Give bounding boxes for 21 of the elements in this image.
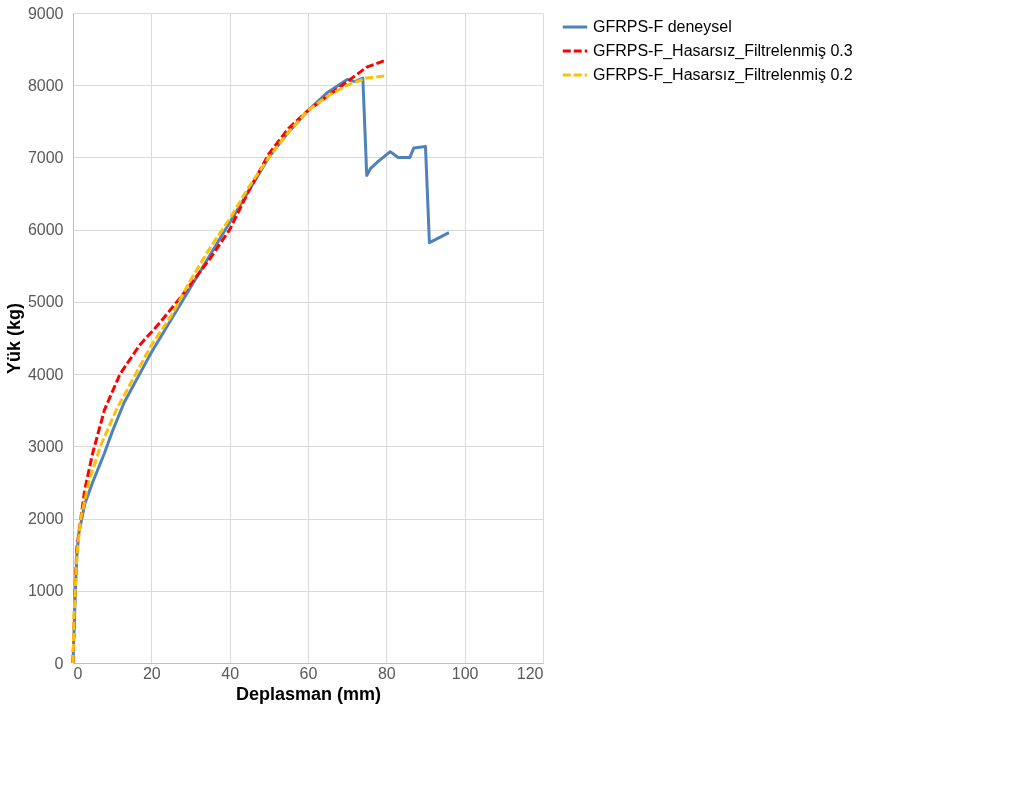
y-tick-label: 2000 [27,510,64,528]
legend-label: GFRPS-F_Hasarsız_Filtrelenmiş 0.2 [593,66,853,84]
x-axis-title: Deplasman (mm) [235,683,382,704]
x-tick-label: 80 [377,664,396,682]
y-tick-label: 9000 [27,4,64,22]
x-tick-label: 120 [516,664,544,682]
legend-label: GFRPS-F_Hasarsız_Filtrelenmiş 0.3 [593,42,853,60]
y-tick-label: 7000 [27,148,64,166]
y-tick-label: 5000 [27,293,64,311]
y-tick-label: 6000 [27,221,64,239]
x-tick-label: 40 [221,664,240,682]
x-tick-label: 20 [142,664,161,682]
x-tick-label: 100 [451,664,479,682]
y-tick-label: 3000 [27,437,64,455]
y-tick-label: 1000 [27,582,64,600]
legend-label: GFRPS-F deneysel [593,18,732,35]
y-axis-title: Yük (kg) [3,302,24,375]
x-tick-label: 60 [299,664,318,682]
x-tick-label: 0 [73,664,83,682]
y-tick-label: 8000 [27,76,64,94]
y-tick-label: 4000 [27,365,64,383]
